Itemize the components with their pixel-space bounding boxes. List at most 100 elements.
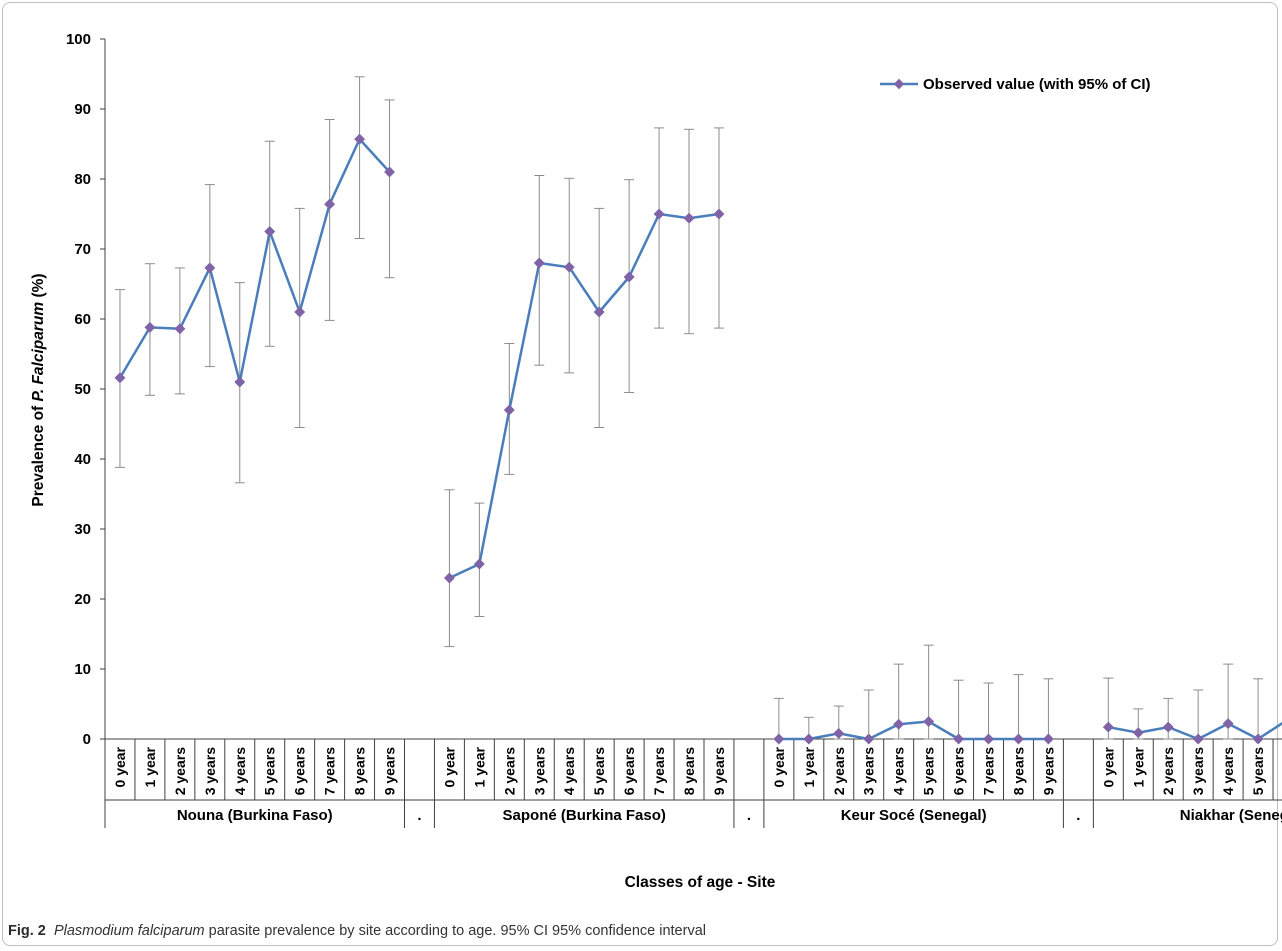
data-point [653, 208, 665, 220]
data-point [443, 572, 455, 584]
site-label: Nouna (Burkina Faso) [177, 807, 333, 824]
age-tick-label: 7 years [981, 747, 997, 795]
data-point [893, 718, 905, 730]
y-tick-label: 20 [74, 591, 91, 608]
caption-species: Plasmodium falciparum [53, 923, 205, 939]
age-tick-label: 1 year [142, 746, 158, 787]
data-point [174, 323, 186, 335]
site-label: Niakhar (Senegal) [1180, 807, 1282, 824]
age-tick-label: 5 years [262, 747, 278, 795]
age-tick-label: 4 years [1220, 747, 1236, 795]
y-tick-label: 50 [74, 381, 91, 398]
x-axis-title: Classes of age - Site [625, 874, 776, 891]
legend-marker [893, 78, 905, 90]
axes: 0 10 20 30 40 50 60 70 80 90 100 [66, 31, 1282, 828]
data-point [533, 257, 545, 269]
legend: Observed value (with 95% of CI) [880, 76, 1151, 93]
age-tick-label: 8 years [681, 747, 697, 795]
data-point [683, 212, 695, 224]
age-tick-label: 6 years [292, 747, 308, 795]
data-markers [114, 133, 1264, 745]
data-point [1192, 733, 1204, 745]
age-tick-label: 7 years [651, 747, 667, 795]
data-point [623, 271, 635, 283]
data-point [114, 372, 126, 384]
data-point [953, 733, 965, 745]
data-point [833, 727, 845, 739]
age-tick-label: 0 year [1100, 746, 1116, 787]
y-axis-title-prefix: Prevalence of [30, 401, 47, 506]
error-bars [114, 76, 1264, 740]
data-point [1222, 718, 1234, 730]
data-point [473, 558, 485, 570]
age-tick-label: 4 years [561, 747, 577, 795]
data-point [1252, 733, 1264, 745]
data-point [803, 733, 815, 745]
y-axis-title-species: P. Falciparum [30, 302, 47, 402]
data-point [204, 262, 216, 274]
y-tick-label: 60 [74, 311, 91, 328]
y-axis-title-suffix: (%) [30, 273, 47, 301]
data-point [563, 261, 575, 273]
data-point [1042, 733, 1054, 745]
y-axis-title: Prevalence of P. Falciparum (%) [30, 273, 47, 506]
age-tick-label: 6 years [951, 747, 967, 795]
age-tick-label: 3 years [1190, 747, 1206, 795]
age-tick-label: 6 years [1280, 747, 1282, 795]
age-tick-label: 4 years [891, 747, 907, 795]
data-point [1012, 733, 1025, 745]
age-tick-label: 4 years [232, 747, 248, 795]
age-tick-label: 5 years [921, 747, 937, 795]
data-point [354, 133, 366, 145]
data-point [863, 733, 875, 745]
age-tick-label: 8 years [352, 747, 368, 795]
age-tick-label: 0 year [441, 746, 457, 787]
age-tick-label: 1 year [471, 746, 487, 787]
y-tick-label: 30 [74, 521, 91, 538]
series-line-4 [1108, 721, 1282, 741]
age-tick-label: 9 years [382, 747, 398, 795]
age-tick-label: 3 years [861, 747, 877, 795]
figure-caption: Fig. 2 Plasmodium falciparum parasite pr… [8, 923, 706, 939]
legend-label: Observed value (with 95% of CI) [923, 76, 1151, 93]
data-point [1102, 721, 1114, 733]
axis-labels: 0 year 1 year 2 years 3 years 4 years 5 years… [30, 273, 1282, 891]
y-tick-label: 40 [74, 451, 91, 468]
data-point [1132, 727, 1144, 739]
site-label: Keur Socé (Senegal) [841, 807, 987, 824]
data-point [294, 306, 306, 318]
age-tick-label: 9 years [1040, 747, 1056, 795]
series-line-1 [118, 137, 391, 384]
data-point [234, 376, 246, 388]
y-tick-label: 100 [66, 31, 91, 48]
data-point [503, 404, 515, 416]
data-point [144, 321, 156, 333]
y-tick-label: 10 [74, 661, 91, 678]
age-tick-label: 0 year [771, 746, 787, 787]
age-tick-label: 1 year [801, 746, 817, 787]
age-tick-label: 2 years [1160, 747, 1176, 795]
age-tick-label: 9 years [711, 747, 727, 795]
data-point [593, 306, 605, 318]
age-tick-label: 7 years [322, 747, 338, 795]
age-tick-label: 3 years [202, 747, 218, 795]
data-point [1162, 721, 1174, 733]
age-tick-label: 6 years [621, 747, 637, 795]
y-tick-label: 70 [74, 241, 91, 258]
data-point [713, 208, 725, 220]
data-point [264, 225, 276, 238]
age-tick-label: 2 years [831, 747, 847, 795]
age-tick-label: 5 years [1250, 747, 1266, 795]
age-tick-label: 8 years [1010, 747, 1026, 795]
separator-label: . [747, 807, 751, 824]
data-point [773, 733, 785, 745]
site-label: Saponé (Burkina Faso) [503, 807, 666, 824]
caption-label: Fig. 2 [8, 923, 46, 939]
data-point [982, 733, 995, 745]
age-tick-label: 3 years [531, 747, 547, 795]
age-tick-label: 0 year [112, 746, 128, 787]
age-tick-label: 2 years [501, 747, 517, 795]
y-tick-label: 0 [83, 731, 91, 748]
